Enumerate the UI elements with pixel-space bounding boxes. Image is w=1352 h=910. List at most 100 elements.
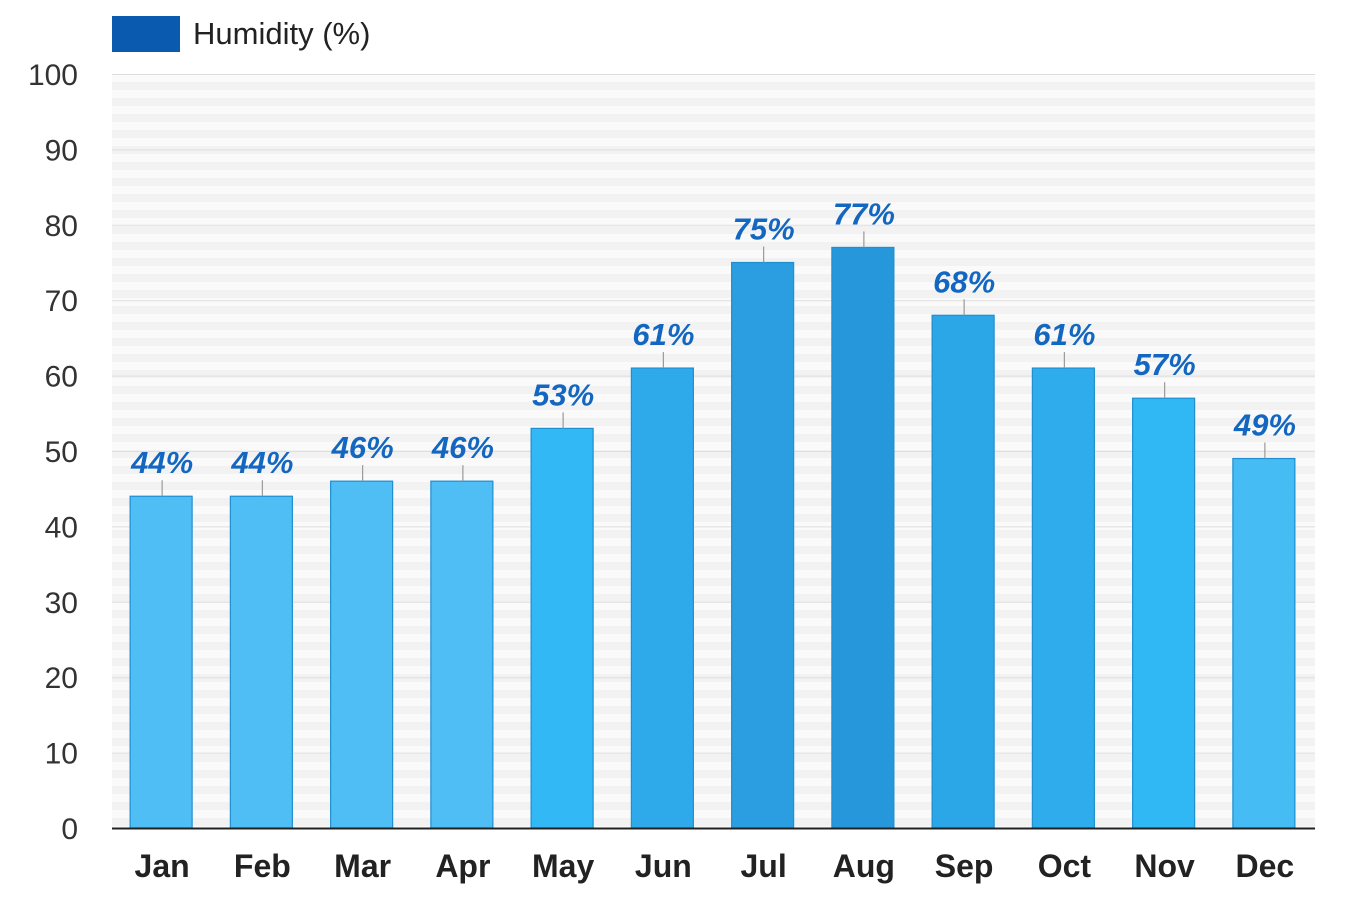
- plot-stripe: [112, 226, 1315, 234]
- plot-stripe: [112, 770, 1315, 778]
- plot-stripe: [112, 82, 1315, 90]
- plot-stripe: [112, 594, 1315, 602]
- plot-stripe: [112, 530, 1315, 538]
- y-tick-label: 10: [45, 738, 78, 771]
- plot-stripe: [112, 738, 1315, 746]
- x-tick-label: Jan: [135, 848, 190, 884]
- x-tick-label: Feb: [234, 848, 291, 884]
- bars: [129, 246, 1296, 829]
- y-tick-label: 30: [45, 587, 78, 620]
- data-label: 57%: [1134, 347, 1196, 382]
- y-tick-label: 40: [45, 511, 78, 544]
- data-label: 61%: [1033, 317, 1095, 352]
- y-tick-label: 0: [61, 813, 78, 846]
- legend: Humidity (%): [112, 14, 370, 54]
- y-tick-label: 70: [45, 285, 78, 318]
- plot-stripe: [112, 322, 1315, 330]
- y-tick-label: 100: [28, 59, 78, 92]
- x-tick-label: Apr: [435, 848, 490, 884]
- plot-stripe: [112, 370, 1315, 378]
- data-label: 53%: [532, 377, 594, 412]
- plot-stripe: [112, 258, 1315, 266]
- y-tick-label: 90: [45, 134, 78, 167]
- plot-stripe: [112, 418, 1315, 426]
- bar-dec: [1232, 457, 1296, 829]
- y-tick-label: 20: [45, 662, 78, 695]
- bar-jul: [731, 261, 795, 829]
- bar-feb: [229, 495, 293, 829]
- plot-stripe: [112, 514, 1315, 522]
- x-tick-label: Dec: [1236, 848, 1295, 884]
- data-label: 68%: [933, 264, 995, 299]
- plot-stripe: [112, 130, 1315, 138]
- x-tick-label: Oct: [1038, 848, 1092, 884]
- plot-stripe: [112, 354, 1315, 362]
- plot-stripe: [112, 290, 1315, 298]
- y-tick-label: 50: [45, 436, 78, 469]
- data-label: 49%: [1233, 408, 1296, 443]
- plot-stripe: [112, 482, 1315, 490]
- plot-stripe: [112, 338, 1315, 346]
- plot-stripe: [112, 658, 1315, 666]
- plot-stripe: [112, 162, 1315, 170]
- data-label: 77%: [833, 196, 895, 231]
- bar-jan: [129, 495, 193, 829]
- plot-stripe: [112, 802, 1315, 810]
- y-axis-ticks: 0 10 20 30 40 50 60 70 80 90 100: [28, 59, 78, 846]
- data-label: 61%: [632, 317, 694, 352]
- x-tick-label: Mar: [334, 848, 391, 884]
- label-leaders: [161, 231, 1266, 497]
- plot-stripe: [112, 706, 1315, 714]
- y-tick-label: 80: [45, 210, 78, 243]
- plot-stripe: [112, 754, 1315, 762]
- plot-stripe: [112, 178, 1315, 186]
- plot-stripes: [112, 82, 1315, 826]
- bar-nov: [1132, 397, 1196, 829]
- plot-stripe: [112, 546, 1315, 554]
- bar-jun: [630, 367, 694, 829]
- bar-apr: [430, 480, 494, 829]
- bar-may: [530, 427, 594, 829]
- data-label: 44%: [130, 445, 193, 480]
- plot-stripe: [112, 306, 1315, 314]
- x-tick-label: Nov: [1134, 848, 1195, 884]
- plot-stripe: [112, 434, 1315, 442]
- x-tick-label: Aug: [833, 848, 895, 884]
- bar-sep: [931, 314, 995, 829]
- plot-stripe: [112, 786, 1315, 794]
- data-label: 75%: [733, 212, 795, 247]
- data-labels: 44% 44% 46% 46% 53% 61% 75% 77% 68% 61% 57% 49%: [130, 196, 1296, 480]
- plot-stripe: [112, 498, 1315, 506]
- legend-swatch: [112, 16, 180, 52]
- x-tick-label: May: [532, 848, 594, 884]
- plot-stripe: [112, 114, 1315, 122]
- plot-stripe: [112, 642, 1315, 650]
- plot-stripe: [112, 690, 1315, 698]
- gridlines: [112, 74, 1315, 754]
- data-label: 46%: [431, 430, 494, 465]
- bar-mar: [330, 480, 394, 829]
- bar-aug: [831, 246, 895, 829]
- data-label: 46%: [331, 430, 394, 465]
- plot-stripe: [112, 242, 1315, 250]
- plot-stripe: [112, 626, 1315, 634]
- x-axis-ticks: Jan Feb Mar Apr May Jun Jul Aug Sep Oct Nov Dec: [135, 848, 1295, 884]
- plot-stripe: [112, 578, 1315, 586]
- plot-stripe: [112, 466, 1315, 474]
- plot-stripe: [112, 722, 1315, 730]
- bar-oct: [1031, 367, 1095, 829]
- plot-stripe: [112, 274, 1315, 282]
- legend-label: Humidity (%): [193, 16, 371, 51]
- y-tick-label: 60: [45, 361, 78, 394]
- plot-stripe: [112, 386, 1315, 394]
- plot-stripe: [112, 562, 1315, 570]
- plot-stripe: [112, 610, 1315, 618]
- x-tick-label: Sep: [935, 848, 994, 884]
- plot-stripe: [112, 194, 1315, 202]
- data-label: 44%: [230, 445, 293, 480]
- plot-stripe: [112, 98, 1315, 106]
- x-tick-label: Jun: [635, 848, 692, 884]
- plot-stripe: [112, 210, 1315, 218]
- plot-stripe: [112, 402, 1315, 410]
